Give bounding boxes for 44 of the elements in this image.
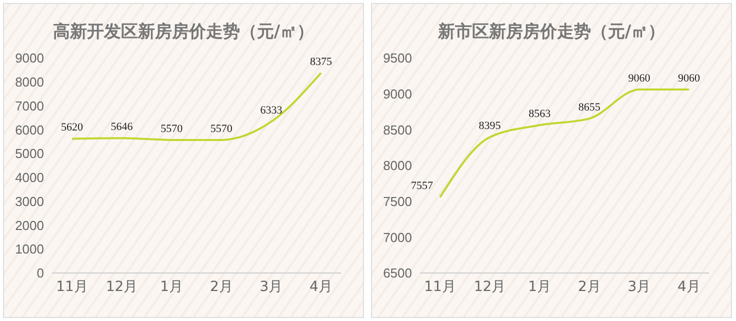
data-label: 8395	[478, 120, 502, 132]
y-tick-label: 9000	[15, 50, 44, 66]
data-label: 9060	[628, 72, 651, 85]
x-tick-label: 1月	[160, 278, 184, 295]
x-tick-label: 4月	[310, 278, 332, 295]
data-label: 5570	[210, 122, 233, 135]
data-label: 9060	[678, 72, 700, 85]
data-label: 7557	[411, 180, 434, 192]
x-tick-label: 3月	[260, 278, 283, 295]
y-tick-label: 3000	[15, 194, 44, 209]
x-tick-label: 1月	[528, 278, 552, 295]
y-tick-label: 7000	[15, 98, 44, 114]
y-tick-label: 7000	[383, 230, 412, 245]
x-tick-label: 2月	[578, 278, 601, 295]
x-tick-label: 2月	[210, 278, 233, 295]
y-tick-label: 1000	[15, 242, 44, 257]
chart-title: 新市区新房房价走势（元/㎡）	[436, 21, 666, 44]
x-tick-label: 12月	[106, 278, 138, 295]
y-tick-label: 8500	[383, 122, 412, 138]
y-tick-label: 8000	[383, 158, 412, 174]
line-series	[439, 88, 690, 198]
data-label: 8563	[528, 108, 552, 120]
y-tick-label: 2000	[15, 218, 44, 233]
y-tick-label: 9000	[383, 86, 412, 102]
y-tick-label: 8000	[15, 74, 44, 90]
y-tick-label: 0	[36, 266, 44, 281]
y-tick-label: 9500	[383, 50, 412, 66]
data-label: 5646	[110, 121, 134, 134]
y-tick-label: 4000	[15, 170, 44, 186]
data-label: 6333	[260, 104, 283, 117]
x-tick-label: 4月	[678, 278, 700, 295]
chart-title: 高新开发区新房房价走势（元/㎡）	[52, 21, 316, 44]
x-tick-label: 12月	[474, 278, 506, 295]
data-label: 8655	[578, 102, 601, 114]
data-label: 8375	[310, 56, 332, 68]
x-tick-label: 11月	[56, 278, 88, 295]
data-label: 5570	[160, 122, 184, 135]
data-label: 5620	[61, 122, 84, 134]
x-tick-label: 3月	[628, 278, 651, 295]
y-tick-label: 6500	[383, 266, 412, 281]
y-tick-label: 7500	[383, 194, 412, 209]
y-tick-label: 5000	[15, 146, 44, 162]
x-tick-label: 11月	[424, 278, 456, 295]
y-tick-label: 6000	[15, 122, 44, 138]
